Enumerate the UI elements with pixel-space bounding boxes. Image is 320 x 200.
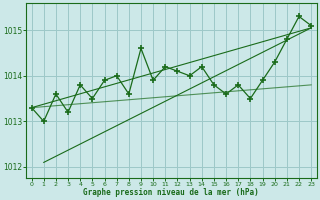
X-axis label: Graphe pression niveau de la mer (hPa): Graphe pression niveau de la mer (hPa) bbox=[84, 188, 259, 197]
